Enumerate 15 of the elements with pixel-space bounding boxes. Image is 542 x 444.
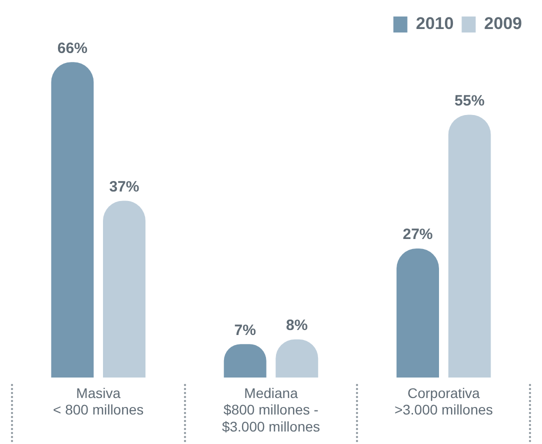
bar [396,248,440,378]
bar [448,114,491,378]
bar [51,62,94,378]
x-tick-label: Mediana $800 millones - $3.000 millones [222,384,320,434]
data-label: 37% [109,178,140,196]
data-label: 66% [57,40,88,57]
data-label: 27% [402,226,433,244]
data-label: 55% [454,92,485,110]
data-label: 8% [286,317,308,334]
bar [102,200,146,378]
data-label: 7% [234,322,256,339]
legend-label: 2009 [484,14,522,34]
legend-label: 2010 [416,14,454,34]
x-tick-label: Masiva < 800 millones [52,384,144,418]
x-tick-label: Corporativa >3.000 millones [394,384,493,418]
